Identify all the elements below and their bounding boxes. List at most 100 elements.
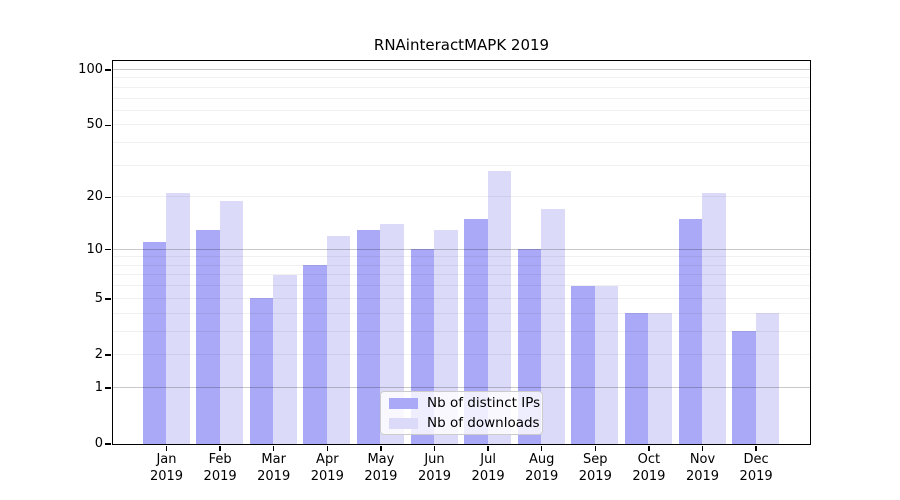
gridline-9 [112,256,810,258]
x-tick-month: May [367,452,395,467]
bar-jul-downloads [487,170,512,444]
gridline-70 [112,97,810,99]
legend-swatch-downloads-icon [389,417,418,429]
x-tick-year: 2019 [578,469,612,484]
x-tick-label-dec: Dec 2019 [726,451,786,485]
bar-apr-distinct-ips [303,265,327,444]
y-tick-mark-1 [105,387,111,389]
gridline-2 [112,353,810,355]
bar-may-downloads [380,224,404,444]
x-tick-month: Apr [316,452,339,467]
gridline-90 [112,77,810,79]
x-tick-year: 2019 [632,469,666,484]
x-tick-year: 2019 [149,469,184,484]
y-tick-mark-10 [105,248,111,251]
bar-dec-distinct-ips [732,331,756,444]
bar-jan-downloads [166,193,190,444]
bar-oct-distinct-ips [624,313,649,444]
bar-mar-downloads [273,275,297,444]
bar-apr-downloads [326,235,351,444]
x-tick-year: 2019 [364,469,398,484]
x-tick-label-jun: Jun 2019 [405,451,465,485]
gridline-20 [112,196,810,198]
x-tick-label-apr: Apr 2019 [297,451,357,485]
chart-title: RNAinteractMAPK 2019 [373,36,550,54]
plot-area [111,59,811,445]
y-tick-mark-50 [105,124,111,127]
x-tick-month: Nov [689,452,716,467]
x-tick-mark-mar [272,445,275,451]
y-tick-label-20: 20 [86,189,103,205]
gridline-1 [112,386,810,388]
y-tick-mark-100 [105,69,111,71]
x-tick-mark-nov [701,445,704,451]
bar-jan-distinct-ips [142,242,166,444]
x-tick-month: Feb [208,452,232,467]
gridline-30 [112,164,810,166]
bar-feb-distinct-ips [196,229,220,444]
x-tick-month: Mar [261,452,286,467]
x-tick-mark-jan [165,445,168,451]
y-tick-label-1: 1 [94,379,103,395]
x-tick-label-oct: Oct 2019 [619,451,679,485]
x-tick-year: 2019 [257,469,291,484]
bar-nov-downloads [702,193,726,444]
y-tick-label-5: 5 [94,290,103,306]
gridline-80 [112,86,810,88]
x-tick-month: Dec [743,452,769,467]
x-tick-mark-may [380,445,382,451]
y-tick-label-50: 50 [86,117,103,133]
x-tick-mark-feb [219,445,221,451]
x-tick-label-sep: Sep 2019 [565,451,625,485]
x-tick-mark-apr [326,445,329,451]
gridline-60 [112,109,810,111]
bar-sep-distinct-ips [571,285,595,444]
legend-swatch-distinct-ips-icon [389,397,418,409]
gridline-5 [112,297,810,299]
x-tick-mark-dec [755,445,757,451]
x-tick-month: Aug [528,452,555,467]
bar-aug-downloads [541,209,565,444]
gridline-50 [112,124,810,126]
y-tick-label-0: 0 [94,436,103,451]
gridline-10 [112,248,810,250]
x-tick-month: Oct [637,452,661,467]
x-tick-year: 2019 [310,469,344,484]
x-tick-month: Jun [424,452,445,467]
bar-mar-distinct-ips [249,298,274,444]
x-tick-year: 2019 [203,469,237,484]
gridline-6 [112,285,810,287]
bar-sep-downloads [594,285,619,444]
gridline-8 [112,264,810,266]
gridline-3 [112,330,810,332]
x-tick-mark-jul [487,445,489,451]
legend-label-downloads: Nb of downloads [427,415,540,431]
legend: Nb of distinct IPs Nb of downloads [380,391,543,435]
x-tick-month: Jan [156,452,177,467]
x-tick-mark-aug [540,445,543,451]
x-tick-label-jan: Jan 2019 [137,451,197,485]
y-tick-mark-5 [105,298,111,300]
x-tick-mark-jun [433,445,436,451]
legend-entry-downloads: Nb of downloads [389,415,540,431]
x-tick-year: 2019 [417,469,452,484]
y-tick-label-2: 2 [94,346,103,362]
x-tick-mark-sep [594,445,597,451]
gridline-7 [112,274,810,276]
legend-label-distinct-ips: Nb of distinct IPs [427,395,541,411]
x-tick-year: 2019 [739,469,773,484]
x-tick-mark-oct [648,445,650,451]
y-tick-mark-2 [105,354,111,356]
legend-entry-distinct-ips: Nb of distinct IPs [389,395,540,411]
y-tick-label-10: 10 [86,241,103,257]
y-tick-label-100: 100 [78,62,103,77]
bar-oct-downloads [648,313,672,444]
gridline-4 [112,312,810,314]
x-tick-month: Jul [480,452,496,467]
x-tick-year: 2019 [685,469,720,484]
gridline-100 [112,69,810,70]
bar-nov-distinct-ips [678,218,702,444]
y-tick-mark-0 [105,443,111,445]
x-tick-label-may: May 2019 [351,451,411,485]
